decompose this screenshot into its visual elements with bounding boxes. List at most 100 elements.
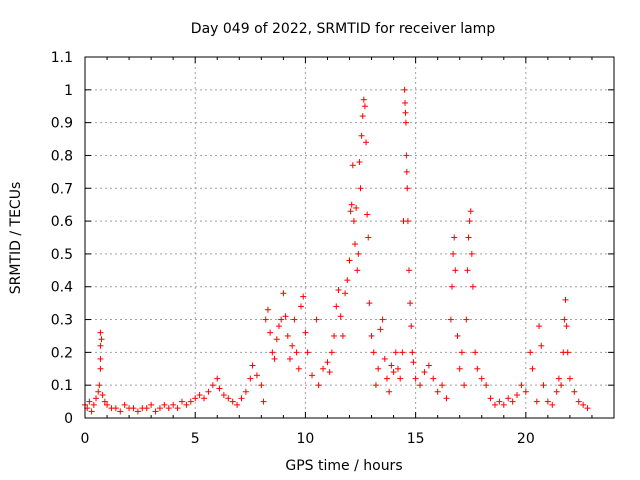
data-point (505, 395, 512, 402)
data-point (409, 349, 416, 356)
data-point (549, 401, 556, 408)
data-point (355, 250, 362, 257)
data-point (97, 329, 104, 336)
data-point (404, 218, 411, 225)
data-point (152, 408, 159, 415)
data-point (356, 159, 363, 166)
data-point (121, 401, 128, 408)
data-point (88, 408, 95, 415)
data-point (267, 329, 274, 336)
x-tick-label: 15 (407, 431, 425, 447)
data-point (273, 336, 280, 343)
data-point (320, 365, 327, 372)
y-tick-label: 1.1 (51, 50, 73, 66)
data-point (571, 388, 578, 395)
data-point (86, 398, 93, 405)
data-point (410, 359, 417, 366)
data-point (165, 405, 172, 412)
data-point (474, 365, 481, 372)
data-point (342, 290, 349, 297)
data-point (350, 218, 357, 225)
data-point (466, 218, 473, 225)
data-point (463, 316, 470, 323)
y-tick-label: 0.8 (51, 148, 73, 164)
data-point (538, 342, 545, 349)
data-point (491, 401, 498, 408)
data-point (357, 185, 364, 192)
data-point (354, 267, 361, 274)
data-point (461, 382, 468, 389)
data-point (315, 382, 322, 389)
data-point (392, 349, 399, 356)
data-point (174, 405, 181, 412)
data-point (214, 375, 221, 382)
data-point (465, 234, 472, 241)
data-point (533, 398, 540, 405)
y-tick-label: 0 (64, 411, 73, 427)
data-point (309, 372, 316, 379)
data-point (352, 241, 359, 248)
data-point (253, 372, 260, 379)
data-point (347, 208, 354, 215)
data-point (402, 99, 409, 106)
chart-title: Day 049 of 2022, SRMTID for receiver lam… (191, 21, 496, 37)
data-point (344, 277, 351, 284)
x-tick-label: 5 (191, 431, 200, 447)
data-point (407, 300, 414, 307)
data-point (97, 342, 104, 349)
data-point (483, 382, 490, 389)
data-point (104, 401, 111, 408)
data-point (478, 375, 485, 382)
y-tick-label: 0.4 (51, 280, 73, 296)
data-point (406, 267, 413, 274)
data-point (383, 375, 390, 382)
data-point (293, 349, 300, 356)
data-point (247, 375, 254, 382)
grid-lines (85, 57, 614, 418)
data-point (425, 362, 432, 369)
data-point (500, 401, 507, 408)
data-point (403, 152, 410, 159)
y-tick-label: 0.6 (51, 214, 73, 230)
data-point (412, 375, 419, 382)
data-point (575, 398, 582, 405)
data-point (553, 388, 560, 395)
data-point (558, 382, 565, 389)
data-point (300, 293, 307, 300)
data-point (328, 349, 335, 356)
data-point (386, 388, 393, 395)
y-tick-label: 0.3 (51, 313, 73, 329)
data-point (375, 365, 382, 372)
data-point (451, 234, 458, 241)
data-point (101, 398, 108, 405)
x-tick-label: 10 (297, 431, 315, 447)
data-point (421, 369, 428, 376)
y-tick-label: 0.2 (51, 345, 73, 361)
data-point (238, 395, 245, 402)
y-tick-label: 0.9 (51, 116, 73, 132)
data-point (363, 139, 370, 146)
data-point (117, 408, 124, 415)
data-point (298, 303, 305, 310)
data-point (434, 388, 441, 395)
data-point (302, 329, 309, 336)
data-point (295, 365, 302, 372)
x-axis-label: GPS time / hours (285, 458, 402, 474)
data-point (271, 355, 278, 362)
data-point (439, 382, 446, 389)
data-point (447, 316, 454, 323)
data-point (331, 332, 338, 339)
data-point (443, 395, 450, 402)
data-point (467, 208, 474, 215)
y-tick-labels: 0 0.1 0.2 0.3 0.4 0.5 0.6 0.7 0.8 0.9 1 1.1 (51, 50, 73, 427)
data-point (187, 398, 194, 405)
data-point (192, 395, 199, 402)
data-point (304, 349, 311, 356)
data-point (275, 323, 282, 330)
data-point (566, 375, 573, 382)
data-point (555, 375, 562, 382)
data-point (370, 349, 377, 356)
data-point (403, 168, 410, 175)
data-point (514, 392, 521, 399)
